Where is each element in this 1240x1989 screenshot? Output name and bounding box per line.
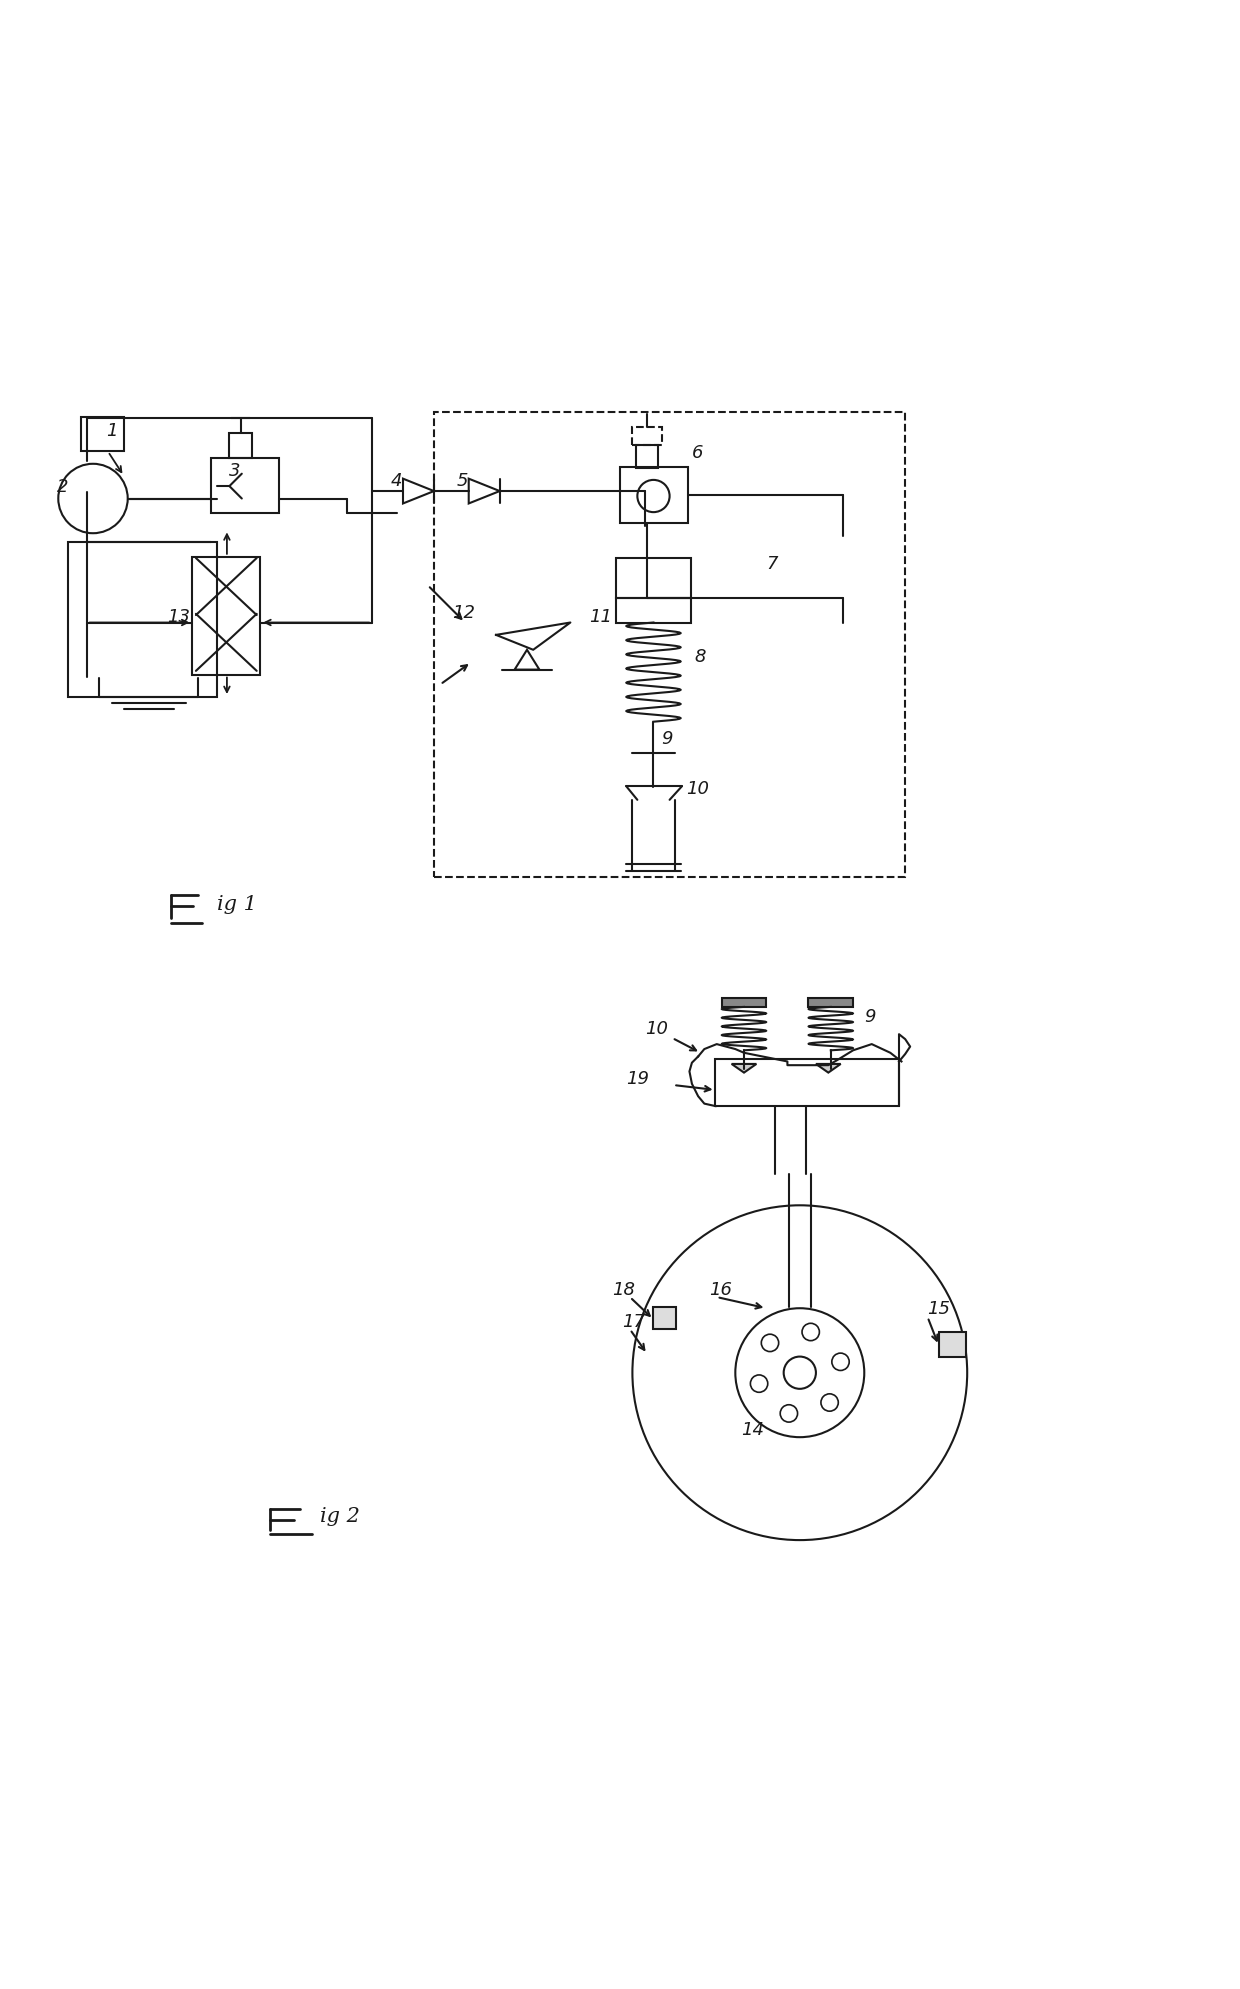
Text: 6: 6 [692, 444, 703, 461]
Bar [81, 416, 124, 452]
Text: 7: 7 [766, 555, 777, 573]
Bar [616, 559, 691, 599]
Bar [939, 1333, 966, 1356]
Bar [434, 412, 905, 877]
Text: 8: 8 [694, 648, 706, 666]
Text: 10: 10 [686, 780, 709, 798]
Bar [211, 457, 279, 513]
Bar [616, 599, 691, 623]
Bar [68, 541, 217, 696]
Text: 13: 13 [167, 609, 191, 627]
Bar [653, 1307, 676, 1329]
Text: 15: 15 [928, 1301, 951, 1319]
Text: 9: 9 [661, 730, 672, 748]
Bar [808, 998, 853, 1006]
Polygon shape [732, 1064, 756, 1072]
Text: 5: 5 [456, 471, 467, 489]
Text: 18: 18 [613, 1281, 636, 1299]
Text: 3: 3 [229, 461, 241, 479]
Text: 12: 12 [453, 603, 476, 621]
Bar [192, 557, 260, 674]
Bar [229, 434, 252, 457]
Text: 2: 2 [57, 477, 68, 497]
Text: 14: 14 [742, 1420, 765, 1438]
Text: 4: 4 [391, 471, 402, 489]
Bar [620, 467, 688, 523]
Text: 9: 9 [864, 1008, 875, 1026]
Bar [715, 1058, 899, 1106]
Text: ig 1: ig 1 [217, 895, 257, 915]
Text: 16: 16 [709, 1281, 733, 1299]
Text: 19: 19 [626, 1070, 650, 1088]
Bar [636, 446, 658, 467]
Text: 17: 17 [622, 1313, 646, 1331]
Bar [632, 426, 662, 446]
Text: 10: 10 [645, 1020, 668, 1038]
Text: 1: 1 [105, 422, 118, 440]
Bar [722, 998, 766, 1006]
Text: 11: 11 [589, 609, 613, 627]
Text: ig 2: ig 2 [320, 1506, 360, 1526]
Polygon shape [816, 1064, 841, 1072]
